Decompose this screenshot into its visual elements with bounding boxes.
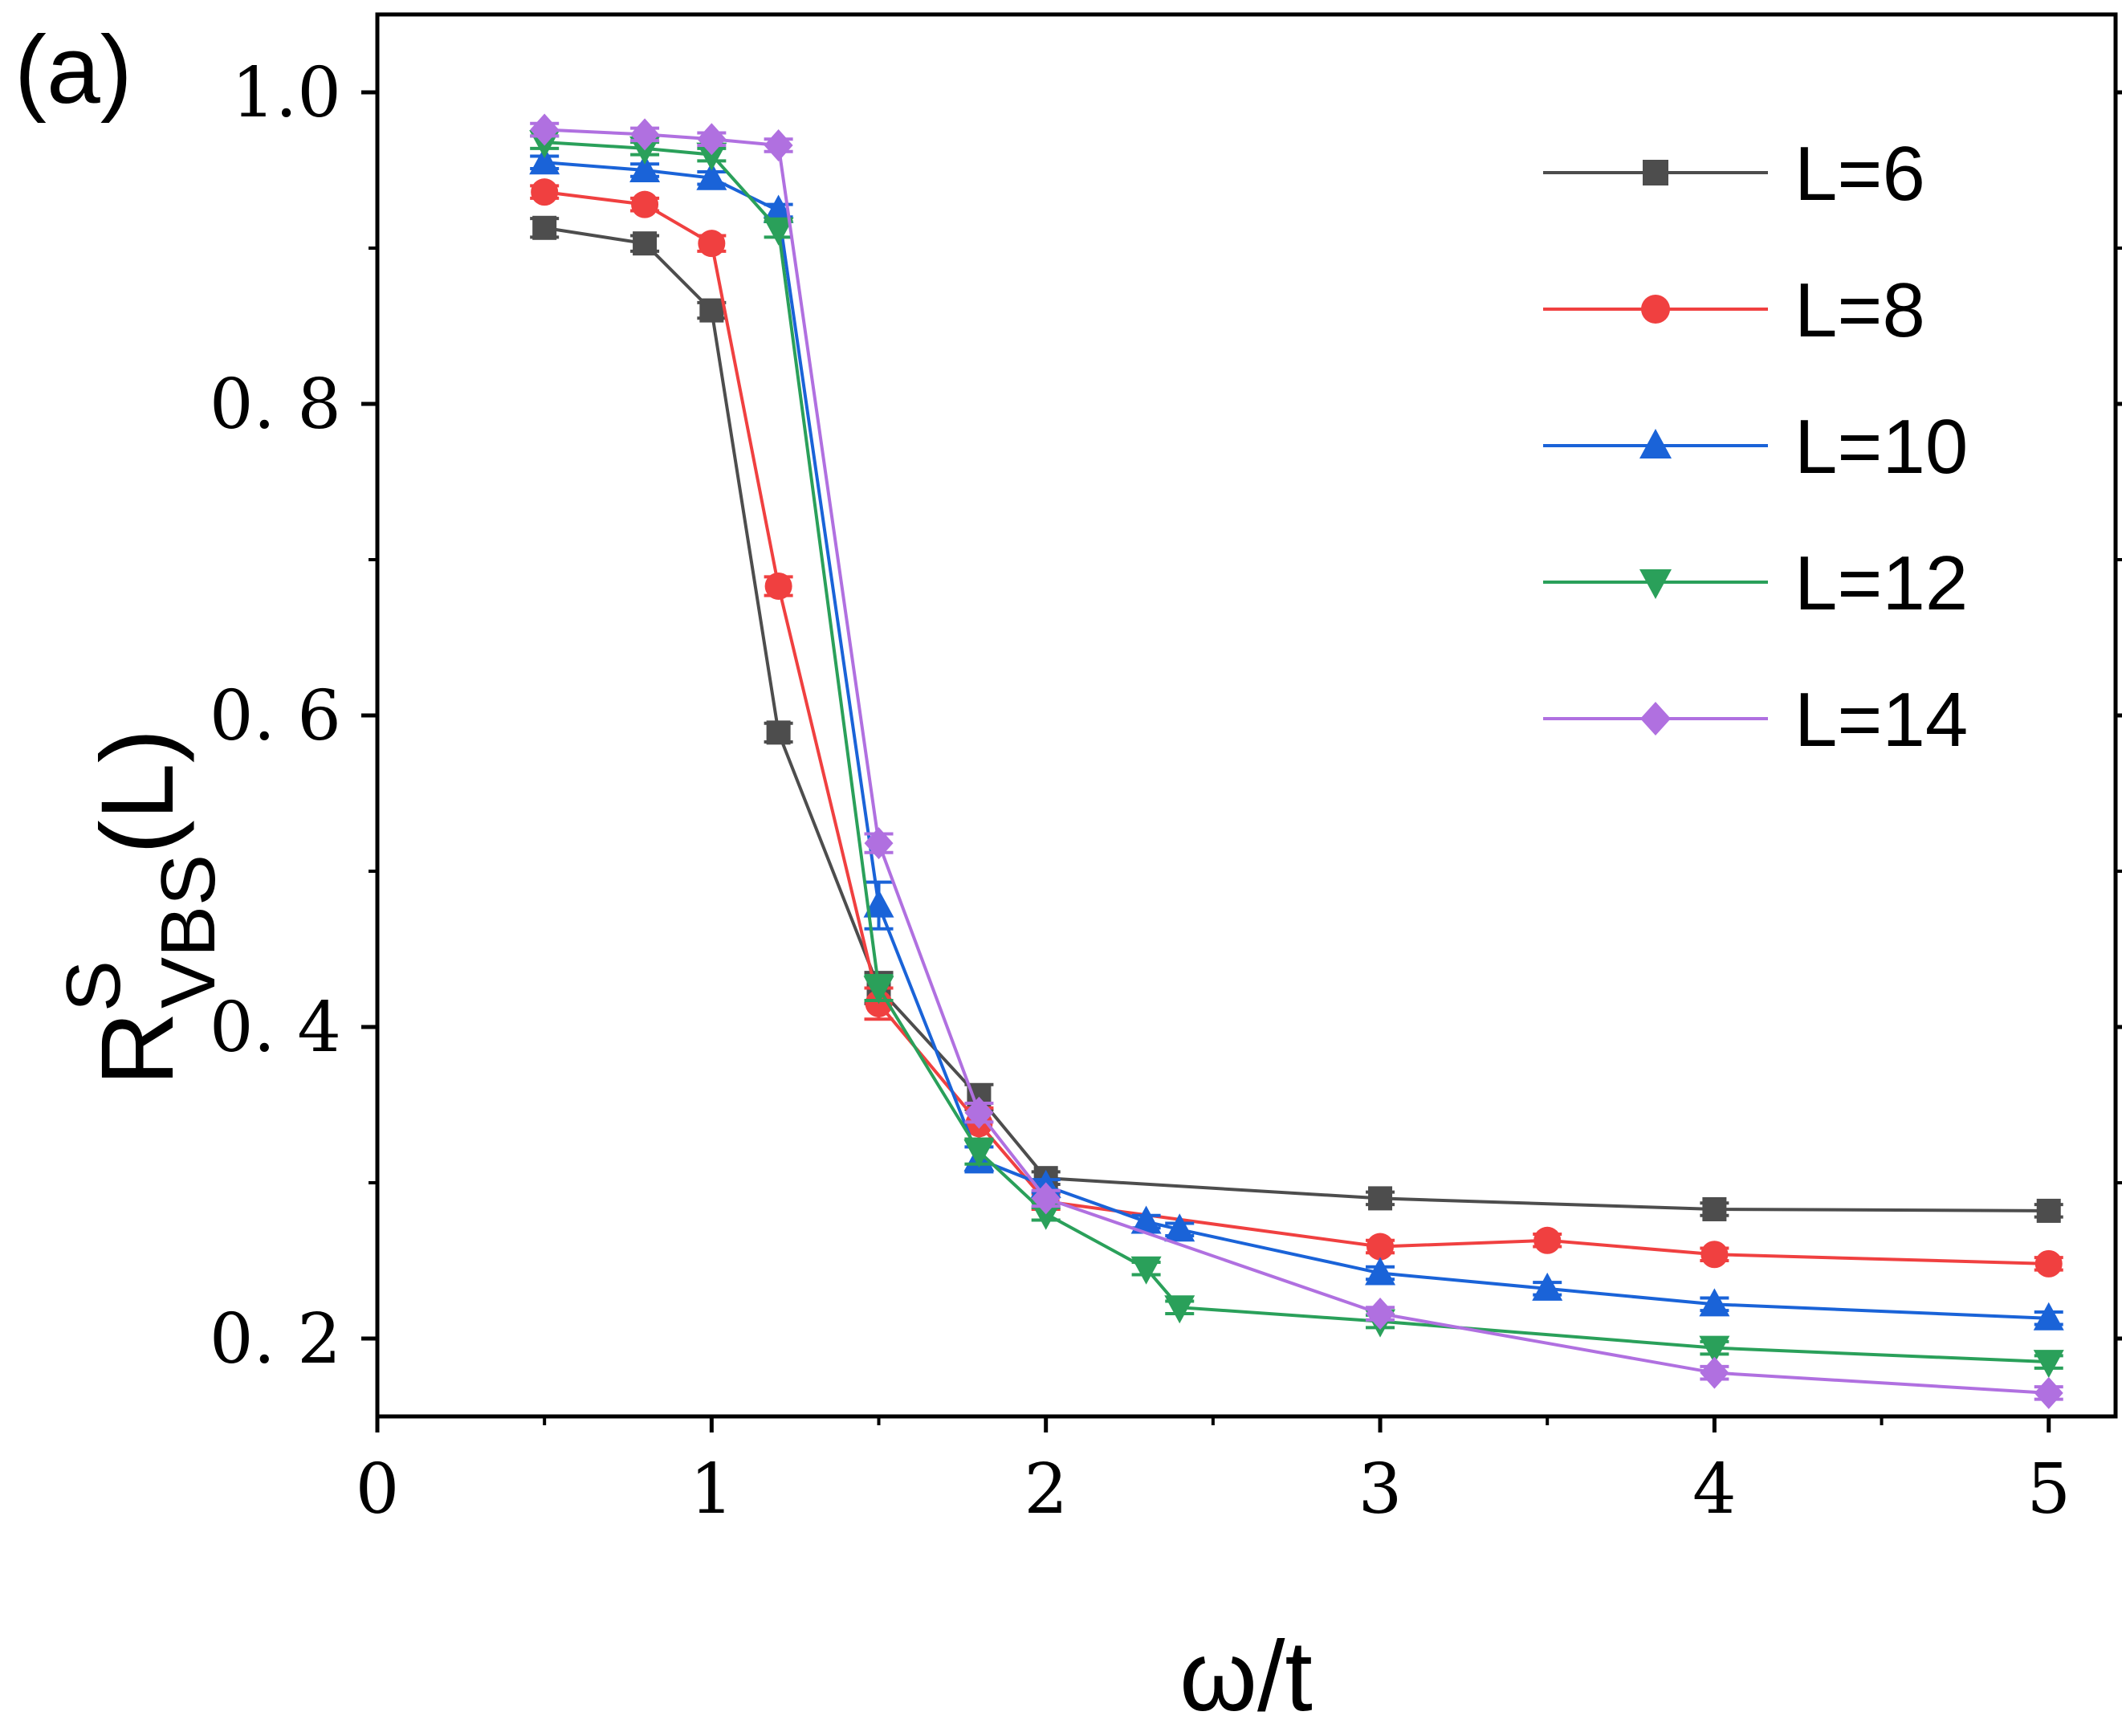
data-point — [1533, 1226, 1562, 1254]
data-point — [963, 1139, 995, 1168]
series-l-14 — [530, 113, 2063, 1409]
legend-marker — [1640, 702, 1671, 736]
legend-marker — [1643, 160, 1668, 185]
series-layer — [529, 113, 2064, 1409]
y-title-suffix: (L) — [80, 729, 195, 854]
x-tick-label: 1 — [690, 1449, 734, 1530]
data-point — [699, 298, 724, 323]
data-point — [1700, 1356, 1729, 1389]
data-point — [698, 230, 726, 258]
legend-item: L=14 — [1543, 677, 1968, 763]
legend-label: L=14 — [1794, 677, 1968, 763]
data-point — [629, 154, 661, 182]
data-point — [530, 113, 560, 146]
legend-label: L=6 — [1794, 131, 1925, 217]
panel-label: (a) — [14, 16, 132, 124]
data-point — [1699, 1288, 1730, 1317]
data-point — [766, 720, 791, 745]
data-point — [1164, 1295, 1195, 1324]
x-axis-title: ω/t — [1179, 1621, 1313, 1732]
legend-item: L=12 — [1543, 540, 1968, 626]
data-point — [532, 215, 557, 240]
data-point — [1130, 1256, 1162, 1285]
data-point — [1365, 1257, 1396, 1286]
legend-label: L=8 — [1794, 267, 1925, 353]
data-point — [1700, 1241, 1729, 1269]
data-point — [696, 142, 727, 171]
series-line — [544, 226, 2049, 1212]
data-point — [1366, 1297, 1395, 1330]
x-tick-label: 5 — [2026, 1449, 2071, 1530]
series-line — [544, 128, 2049, 1395]
data-point — [1366, 1233, 1395, 1261]
data-point — [630, 118, 660, 151]
data-point — [696, 161, 727, 190]
data-point — [2034, 1376, 2063, 1409]
data-point — [763, 217, 794, 246]
legend: L=6 L=8 L=10 L=12 L=14 — [1543, 131, 1968, 763]
legend-label: L=12 — [1794, 540, 1968, 626]
x-tick-label: 4 — [1692, 1449, 1737, 1530]
legend-marker — [1639, 429, 1672, 458]
data-point — [764, 572, 792, 600]
data-point — [2033, 1302, 2064, 1331]
y-axis: 0. 2 0. 4 0. 6 0. 8 1.0 — [210, 53, 2122, 1379]
data-point — [863, 976, 894, 1005]
data-point — [1702, 1196, 1727, 1221]
data-point — [697, 123, 727, 156]
x-axis: 0 1 2 3 4 5 — [356, 1416, 2071, 1530]
y-title-main: R — [80, 1012, 195, 1086]
data-point — [1368, 1186, 1393, 1211]
data-point — [1130, 1205, 1162, 1234]
y-tick-label: 0. 4 — [210, 988, 341, 1068]
y-tick-label: 1.0 — [231, 53, 341, 133]
data-point — [1031, 1182, 1061, 1215]
data-point — [863, 889, 894, 918]
x-tick-label: 2 — [1024, 1449, 1068, 1530]
legend-item: L=6 — [1543, 131, 1925, 217]
legend-item: L=8 — [1543, 267, 1925, 353]
data-point — [631, 190, 659, 218]
y-title-superscript: S — [51, 960, 136, 1012]
x-tick-label: 3 — [1358, 1449, 1403, 1530]
series-line — [544, 141, 2049, 1364]
data-point — [864, 827, 894, 860]
data-point — [531, 178, 559, 206]
y-tick-label: 0. 8 — [210, 365, 341, 445]
y-axis-title: RS VBS(L) — [51, 729, 231, 1086]
data-point — [1164, 1213, 1195, 1242]
data-point — [2034, 1249, 2063, 1278]
data-point — [1532, 1272, 1563, 1301]
y-title-subscript: VBS — [145, 854, 231, 1009]
data-point — [1030, 1201, 1061, 1230]
x-tick-label: 0 — [356, 1449, 400, 1530]
data-point — [964, 1096, 994, 1129]
legend-item: L=10 — [1543, 404, 1968, 490]
legend-marker — [1641, 295, 1670, 324]
data-point — [763, 194, 794, 223]
data-point — [2036, 1198, 2061, 1223]
legend-marker — [1639, 569, 1672, 599]
y-tick-label: 0. 6 — [210, 676, 341, 756]
data-point — [633, 231, 658, 256]
y-tick-label: 0. 2 — [210, 1299, 341, 1379]
legend-label: L=10 — [1794, 404, 1968, 490]
data-point — [764, 128, 793, 161]
data-point — [2033, 1350, 2064, 1379]
data-point — [1699, 1335, 1730, 1364]
data-point — [529, 146, 560, 175]
